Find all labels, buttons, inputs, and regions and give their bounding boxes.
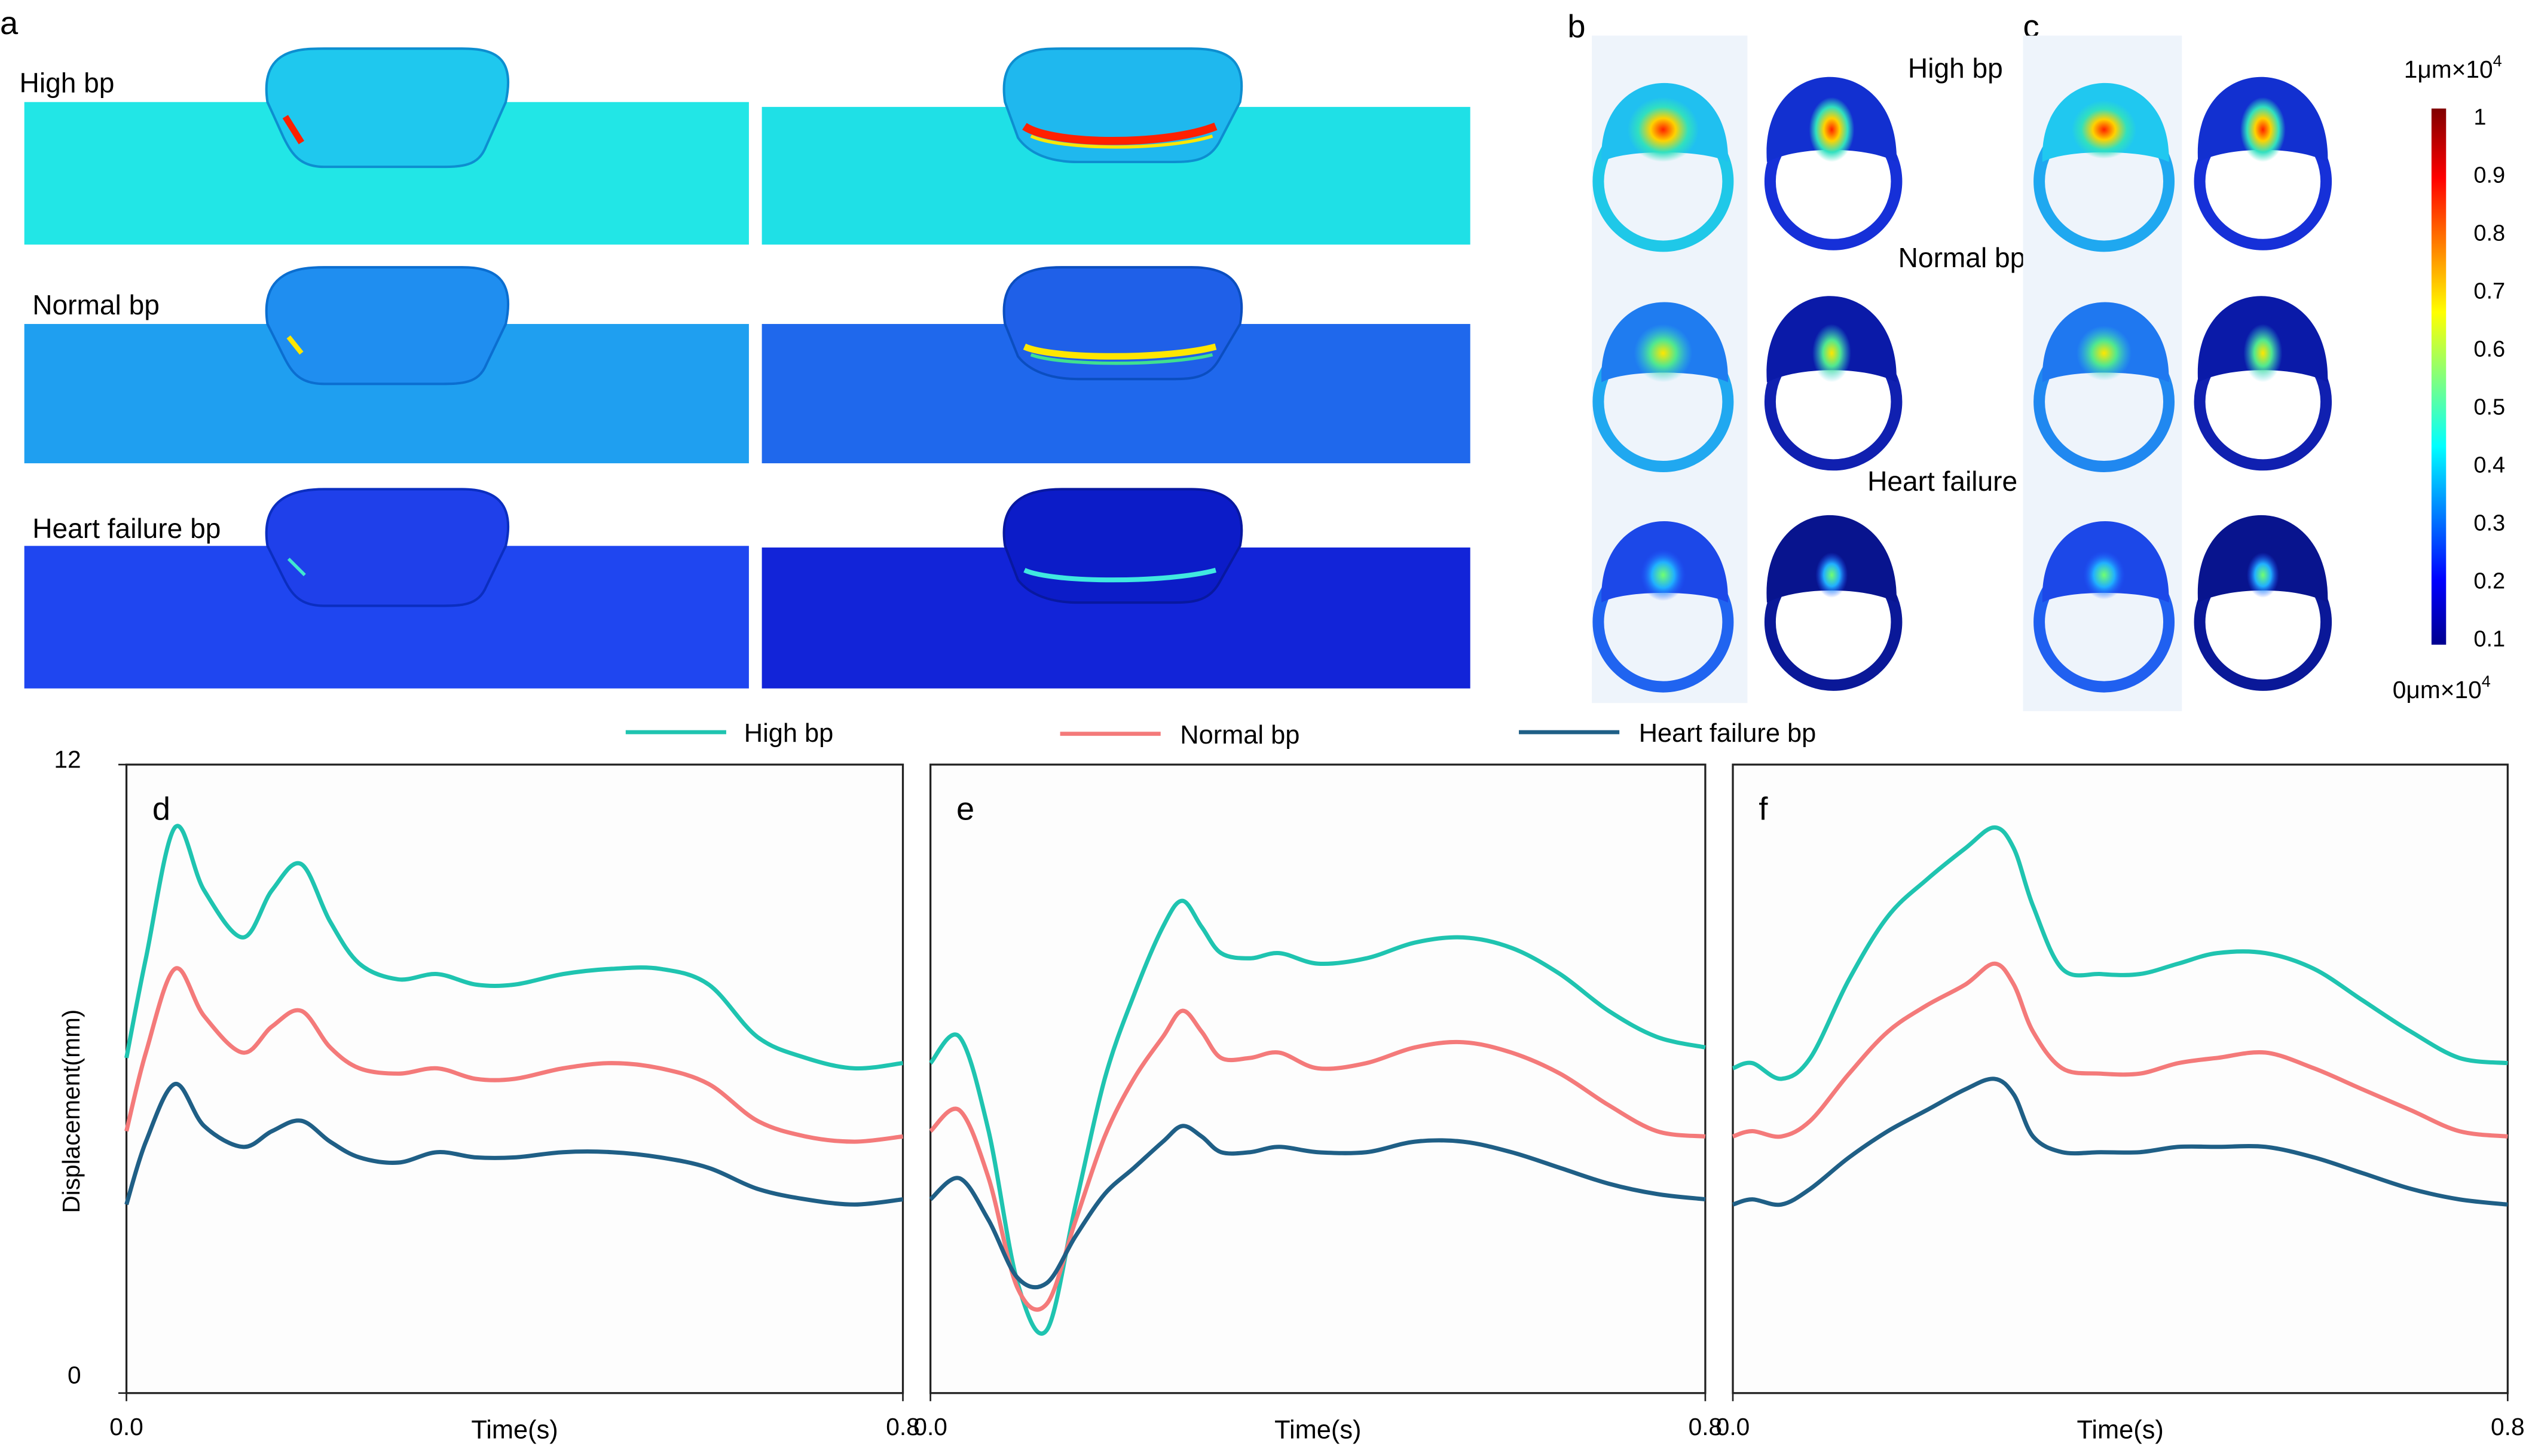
hotspot-right [1022,123,1218,145]
label-hf-a: Heart failure bp [32,513,221,544]
hotspot-right [1023,343,1217,360]
ring-b-high-left [1592,82,1734,252]
x-axis-label: Time(s) [471,1416,558,1445]
colorbar-bottom-label: 0μm×104 [2393,672,2491,703]
label-normal-a: Normal bp [32,289,160,320]
ring-c-hf-left [2033,521,2175,693]
x-axis-label: Time(s) [2077,1416,2163,1445]
x-tick-label: 0.8 [886,1413,920,1440]
ring-c-normal-right [2194,296,2332,471]
ring-c-normal-left [2033,302,2175,473]
y-tick-label: 0 [68,1361,81,1388]
hotspot-right [1023,568,1216,583]
label-normal-b: Normal bp [1898,242,2026,273]
colorbar-tick-label: 0.6 [2473,337,2505,362]
series-line-high-bp [1732,825,2508,1081]
series-line-normal-bp [124,966,903,1144]
panel-a: a High bp Normal bp [0,5,1470,689]
chart-title: f [1759,791,1768,827]
colorbar-tick-label: 0.4 [2473,452,2505,478]
colorbar-tick-label: 0.5 [2473,395,2505,420]
panel-a-row-normal: Normal bp [24,266,1470,464]
series-line-normal-bp [929,1008,1706,1312]
colorbar-tick-label: 0.9 [2473,163,2505,188]
colorbar-tick-label: 0.1 [2473,626,2505,651]
panel-a-row-high: High bp [20,47,1470,245]
chart-d: d 0.0 0.8 Time(s) 0 12 Displacement(mm) [54,746,919,1445]
panel-a-row-heart-failure: Heart failure bp [24,488,1470,689]
panel-label-b: b [1567,8,1585,44]
x-tick-label: 0.0 [109,1413,143,1440]
colorbar-tick-label: 1 [2473,105,2486,130]
legend: High bp Normal bp Heart failure bp [625,719,1817,750]
chart-title: e [956,791,974,827]
stent-bulge-left [265,488,510,607]
hotspot-left [282,115,305,145]
stent-bulge-left [265,47,510,169]
ring-c-high-right [2194,77,2332,250]
colorbar-ticks: 1 0.9 0.8 0.7 0.6 0.5 0.4 0.3 0.2 0.1 [2473,105,2505,652]
chart-e: e 0.0 0.8 Time(s) [913,763,1723,1445]
colorbar-tick-label: 0.2 [2473,568,2505,594]
chart-f: f 0.0 0.8 Time(s) [1716,763,2525,1445]
chart-title: d [152,791,170,827]
ring-b-hf-right [1764,515,1903,691]
ring-b-high-right [1764,77,1903,250]
series-line-heart-failure-bp [124,1082,903,1207]
colorbar-gradient [2431,108,2447,645]
label-high-a: High bp [20,67,115,98]
panel-label-a: a [0,5,19,41]
colorbar-top-label: 1μm×104 [2404,51,2502,83]
x-tick-label: 0.0 [1716,1413,1750,1440]
ring-b-normal-right [1764,296,1903,471]
legend-label-high: High bp [744,719,834,748]
panel-b: b [1567,8,2056,703]
x-tick-label: 0.8 [1689,1413,1723,1440]
hotspot-right-edge [1030,353,1213,365]
stent-bulge-right [1002,47,1243,164]
ring-b-normal-left [1592,302,1734,473]
series-line-normal-bp [1732,961,2508,1139]
y-tick-label: 12 [54,746,81,773]
colorbar-tick-label: 0.3 [2473,510,2505,536]
panel-c: c [2023,8,2332,711]
ring-c-hf-right [2194,515,2332,691]
ring-c-high-left [2033,82,2175,252]
plot-area [929,763,1707,1394]
colorbar-tick-label: 0.8 [2473,221,2505,246]
stent-bulge-right [1002,488,1243,604]
x-axis-label: Time(s) [1274,1416,1361,1445]
legend-label-hf: Heart failure bp [1639,719,1817,748]
x-tick-label: 0.0 [913,1413,947,1440]
series-line-heart-failure-bp [1732,1076,2508,1207]
plot-area [1732,763,2509,1394]
x-tick-label: 0.8 [2491,1413,2525,1440]
colorbar-tick-label: 0.7 [2473,279,2505,304]
series-line-heart-failure-bp [929,1124,1706,1290]
y-axis-label: Displacement(mm) [57,1010,85,1213]
stent-bulge-left [265,266,510,386]
colorbar: 1μm×104 1 0.9 0.8 0.7 0.6 0.5 0.4 0.3 0.2 0.1 0μm… [2393,51,2505,703]
hotspot-right-edge [1030,134,1213,149]
hotspot-left [287,558,306,577]
legend-label-normal: Normal bp [1180,721,1299,750]
series-line-high-bp [124,824,903,1071]
hotspot-left [286,335,304,355]
label-high-b: High bp [1908,53,2003,84]
ring-b-hf-left [1592,521,1734,693]
